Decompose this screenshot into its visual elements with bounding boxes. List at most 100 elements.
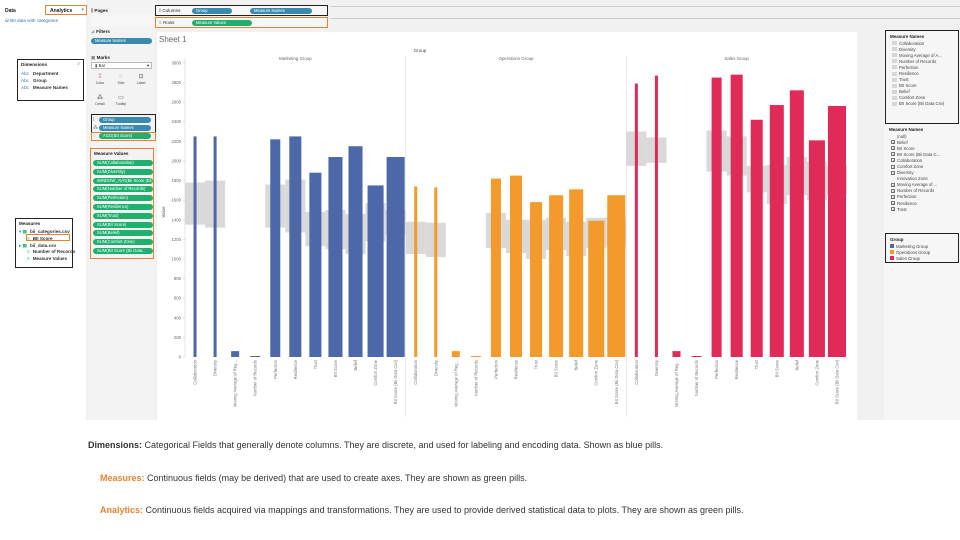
search-icon[interactable]: ⌕ (77, 61, 80, 67)
detail-button[interactable]: ⁂ Detail (91, 94, 109, 108)
measure-names-legend-item[interactable]: Resilience (892, 70, 944, 76)
marks-pill-agg-bii-score[interactable]: AGG(BII Score) (99, 133, 151, 139)
measure-names-filter-item[interactable]: ✓ Diversity (891, 170, 940, 176)
measure-names-filter-item[interactable]: ✓ Moving Average of ... (891, 182, 940, 188)
bar[interactable] (588, 220, 605, 357)
checkbox-empty-icon[interactable] (891, 177, 895, 181)
bar[interactable] (750, 119, 763, 358)
bar[interactable] (490, 178, 501, 357)
bar[interactable] (789, 90, 804, 357)
bar[interactable] (470, 356, 481, 357)
analytics-tab[interactable]: Analytics ▾ (45, 5, 87, 15)
bar[interactable] (509, 175, 523, 357)
bar[interactable] (386, 157, 405, 357)
measure-value-pill[interactable]: SUM(BII Score (Bii Data... (93, 248, 153, 254)
measure-value-pill[interactable]: SUM(Perfection) (93, 195, 153, 202)
bar[interactable] (289, 136, 302, 357)
measure-names-legend-item[interactable]: Moving Average of A... (892, 52, 944, 58)
measure-value-pill[interactable]: WINDOW_AVG(Bii Score (Bii Dat... (93, 177, 153, 184)
columns-pill-group[interactable]: Group (192, 8, 232, 14)
bar[interactable] (569, 189, 584, 357)
measure-names-legend-item[interactable]: Belief (892, 89, 944, 95)
measure-value-pill[interactable]: SUM(Collaboration) (93, 160, 153, 166)
dimension-field[interactable]: Abc Group (21, 78, 47, 84)
measure-names-legend-item[interactable]: BII Score (Bii Data Csv) (892, 101, 944, 107)
measure-names-filter-item[interactable]: ✓ Collaboration (891, 157, 940, 163)
measure-names-legend-item[interactable]: Number of Records (892, 58, 944, 64)
bar[interactable] (414, 186, 418, 357)
bar[interactable] (654, 75, 658, 357)
group-legend-item[interactable]: Sales Group (890, 255, 930, 261)
label-button[interactable]: ⊡ Label (132, 73, 150, 87)
bar[interactable] (691, 356, 702, 357)
mark-type-select[interactable]: ▮ Bar ▾ (91, 62, 152, 69)
bar[interactable] (434, 187, 438, 357)
measure-names-legend-item[interactable]: Perfection (892, 64, 944, 70)
checkbox-checked-icon[interactable]: ✓ (891, 207, 895, 213)
measure-names-legend-item[interactable]: Trust (892, 77, 944, 83)
filter-pill-measure-names[interactable]: Measure Names (91, 38, 152, 44)
bar[interactable] (213, 136, 217, 357)
tooltip-button[interactable]: ▭ Tooltip (112, 94, 130, 108)
bar[interactable] (451, 351, 460, 357)
group-legend-item[interactable]: Marketing Group (890, 243, 930, 249)
bar[interactable] (634, 83, 638, 357)
measure-field[interactable]: ▾ ▤ bii_categories.csv (19, 229, 70, 235)
checkbox-checked-icon[interactable]: ✓ (891, 201, 895, 207)
measure-value-pill[interactable]: SUM(Diversity) (93, 168, 153, 175)
measure-value-pill[interactable]: SUM(Number of Records) (93, 186, 153, 193)
checkbox-checked-icon[interactable]: ✓ (891, 170, 895, 176)
measure-names-filter-item[interactable]: ✓ Resilience (891, 200, 940, 206)
datasource-item[interactable]: ⛁ BII data with categories (5, 18, 58, 24)
bar[interactable] (231, 351, 240, 357)
measure-names-filter-item[interactable]: ✓ BII Score (891, 145, 940, 151)
measure-value-pill[interactable]: SUM(Comfort Zone) (93, 239, 153, 246)
measure-value-pill[interactable]: SUM(Resilience) (93, 204, 153, 210)
bar[interactable] (607, 195, 626, 357)
dimension-field[interactable]: Abc Measure Names (21, 85, 68, 91)
measure-value-pill[interactable]: SUM(BII Score) (93, 221, 153, 228)
checkbox-checked-icon[interactable]: ✓ (891, 182, 895, 188)
rows-pill-measure-values[interactable]: Measure Values (192, 20, 252, 26)
bar[interactable] (270, 139, 281, 357)
bar[interactable] (328, 157, 343, 357)
bar[interactable] (367, 185, 384, 357)
marks-pill-measure-names[interactable]: Measure Names (99, 125, 151, 131)
checkbox-empty-icon[interactable] (891, 134, 895, 138)
pages-shelf[interactable] (91, 14, 153, 26)
bar[interactable] (348, 146, 363, 357)
measure-value-pill[interactable]: SUM(Belief) (93, 230, 153, 237)
columns-pill-measure-names[interactable]: Measure Names (250, 8, 312, 14)
checkbox-checked-icon[interactable]: ✓ (891, 152, 895, 158)
measure-names-filter-item[interactable]: ✓ Trust (891, 206, 940, 212)
measure-names-filter-item[interactable]: (null) (891, 133, 940, 139)
measure-value-pill[interactable]: SUM(Trust) (93, 212, 153, 219)
checkbox-checked-icon[interactable]: ✓ (891, 158, 895, 164)
measure-names-legend-item[interactable]: Comfort Zone (892, 95, 944, 101)
measure-names-filter-item[interactable]: ✓ Number of Records (891, 188, 940, 194)
bar[interactable] (711, 77, 722, 357)
measure-field[interactable]: ≡ Number of Records (27, 249, 75, 255)
bar[interactable] (250, 356, 261, 357)
measure-names-legend-item[interactable]: Collaboration (892, 40, 944, 46)
bar[interactable] (309, 172, 322, 357)
group-legend-item[interactable]: Operations Group (890, 249, 930, 255)
rows-shelf[interactable]: ≡ Rows Measure Values (155, 17, 328, 28)
measure-names-filter-item[interactable]: Innovation Zone (891, 176, 940, 182)
data-tab[interactable]: Data (5, 8, 16, 14)
measure-names-filter-item[interactable]: ✓ BII Score (Bii Data C... (891, 151, 940, 157)
measure-field[interactable]: ≡ BII Score (27, 236, 53, 242)
bar[interactable] (730, 74, 743, 357)
measure-field[interactable]: ▸ ▤ bii_data.csv (19, 243, 56, 249)
color-button[interactable]: ⁞⁞ Color (91, 73, 109, 87)
measure-field[interactable]: ≡ Measure Values (27, 256, 67, 262)
measure-names-legend-item[interactable]: Diversity (892, 46, 944, 52)
measure-names-filter-item[interactable]: ✓ Comfort Zone (891, 163, 940, 170)
bar[interactable] (193, 136, 197, 357)
checkbox-checked-icon[interactable]: ✓ (891, 146, 895, 152)
checkbox-checked-icon[interactable]: ✓ (891, 194, 895, 200)
checkbox-checked-icon[interactable]: ✓ (891, 188, 895, 194)
checkbox-checked-icon[interactable]: ✓ (891, 140, 895, 146)
measure-names-legend-item[interactable]: BII Score (892, 83, 944, 89)
bar[interactable] (549, 195, 564, 357)
